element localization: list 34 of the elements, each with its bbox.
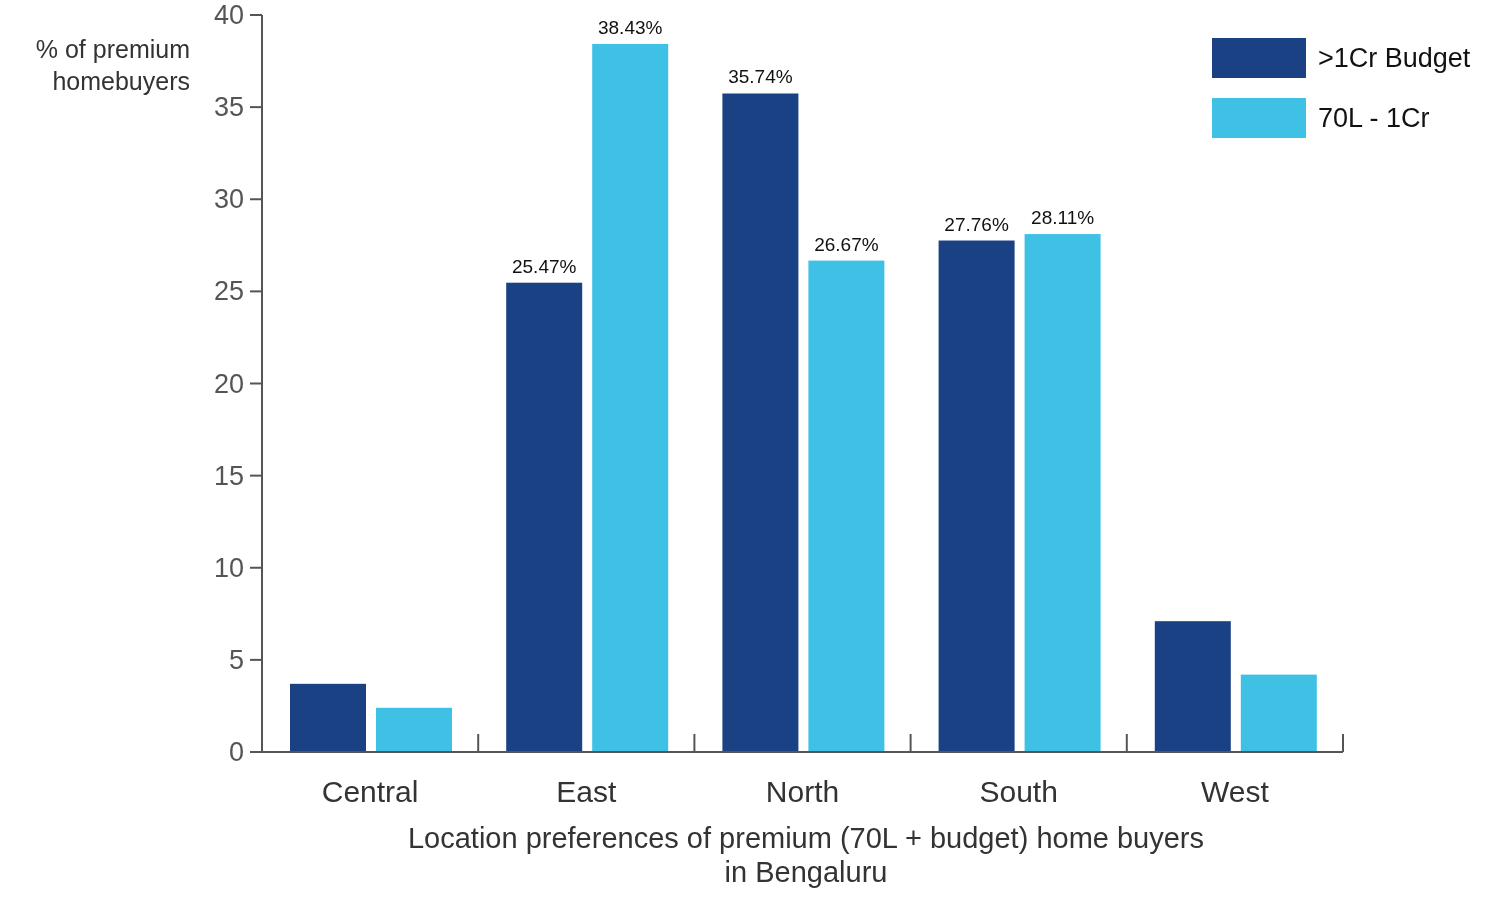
legend-label: 70L - 1Cr [1318,103,1430,133]
bar [808,260,885,752]
y-tick-label: 25 [213,276,244,307]
y-axis-title: % of premium homebuyers [35,35,190,95]
y-tick-label: 35 [213,92,244,123]
x-tick-label: East [556,775,617,808]
data-label: 35.74% [728,66,793,88]
y-tick-label: 0 [228,737,244,767]
bar [506,282,583,752]
bar [290,683,366,752]
y-tick-label: 30 [213,184,244,215]
data-label: 28.11% [1031,207,1095,229]
y-tick-label: 15 [213,460,244,491]
y-tick-label: 5 [228,644,244,675]
x-axis-title: Location preferences of premium (70L + budget) home buyers in Bengaluru [407,822,1205,888]
bar [376,707,452,752]
legend-label: >1Cr Budget [1318,43,1471,73]
y-tick-label: 40 [213,0,244,30]
y-tick-label: 10 [213,552,244,583]
x-tick-label: Central [321,775,419,808]
y-tick-label: 20 [213,368,244,399]
data-label: 27.76% [944,213,1009,235]
x-tick-label: West [1201,775,1270,808]
bar [1154,621,1231,752]
bar [1024,234,1101,752]
bar [938,240,1015,752]
bar [592,43,669,752]
x-tick-label: South [979,775,1058,808]
data-label: 26.67% [814,233,879,255]
data-label: 25.47% [511,255,577,277]
bar [722,93,799,752]
data-label: 38.43% [597,16,663,38]
x-tick-label: North [765,775,840,808]
bar [1240,674,1317,752]
